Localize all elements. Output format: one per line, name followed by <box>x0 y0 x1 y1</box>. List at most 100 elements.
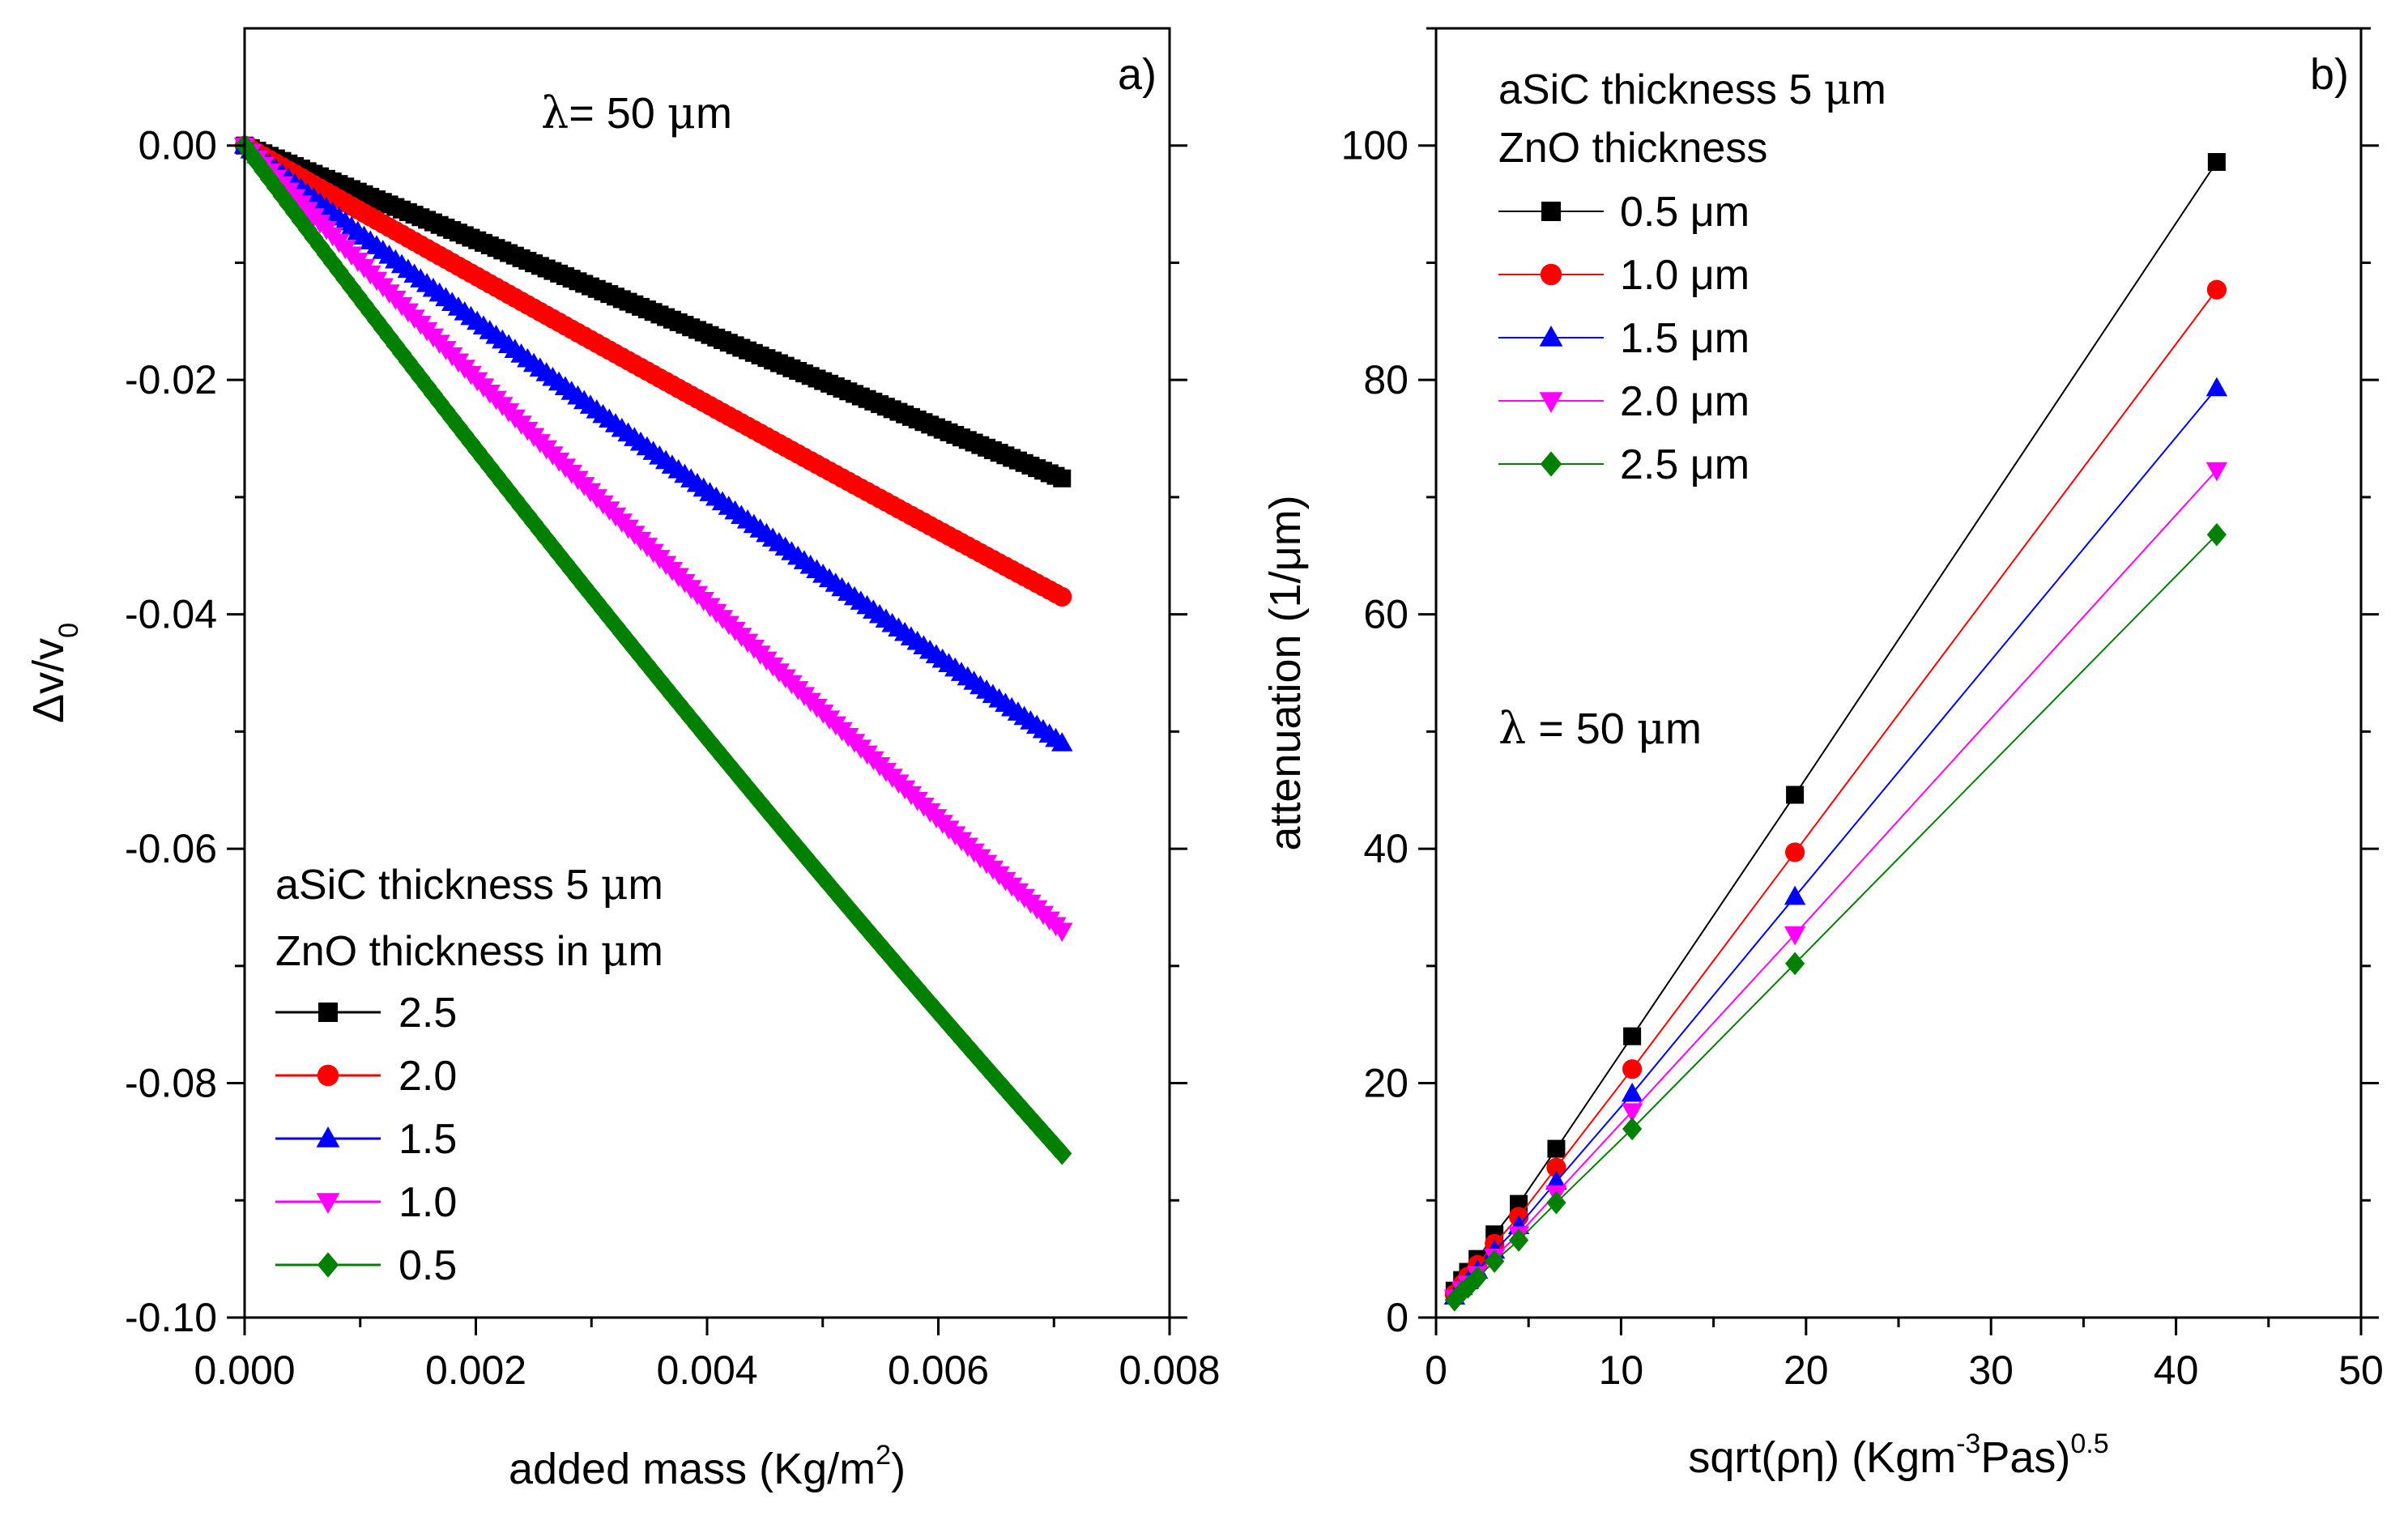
panel-a-data-point <box>737 775 758 799</box>
panel-a-data-point <box>876 939 896 964</box>
panel-a-data-point <box>599 606 620 630</box>
panel-b-x-tick-label: 30 <box>1968 1348 2014 1393</box>
panel-b-data-point <box>2206 279 2227 300</box>
panel-a-legend-marker <box>316 1193 340 1214</box>
panel-a-x-tick-label: 0.002 <box>425 1348 526 1393</box>
panel-b-y-tick-label: 40 <box>1363 826 1409 871</box>
panel-b-label: b) <box>2310 50 2349 99</box>
panel-a-ylabel-sub: 0 <box>53 623 84 638</box>
panel-a-legend-label: 1.0 <box>398 1179 457 1226</box>
panel-a-data-point <box>763 806 783 829</box>
panel-b-x-tick-label: 20 <box>1784 1348 1829 1393</box>
panel-a-data-point <box>492 471 513 495</box>
panel-a-legend-label: 1.5 <box>398 1116 457 1163</box>
panel-b-data-point <box>1546 1157 1566 1177</box>
panel-a-data-point <box>247 151 267 174</box>
panel-a-data-point <box>618 629 638 653</box>
panel-a-series-1.0 <box>233 137 1073 943</box>
panel-a-data-point <box>1002 1084 1022 1109</box>
panel-a-data-point <box>630 645 651 669</box>
panel-b-data-point <box>1545 1170 1567 1190</box>
panel-b-legend-marker <box>1540 451 1562 477</box>
panel-b-lambda-text: = 50 <box>1526 705 1637 753</box>
panel-a-legend-marker <box>318 1003 338 1022</box>
panel-a-ylabel-main: Δv/v <box>24 638 73 723</box>
panel-a-data-point <box>882 947 902 971</box>
panel-a-legend-title-2: ZnO thickness in μm <box>275 927 663 976</box>
panel-a-data-point <box>304 226 324 250</box>
panel-a-data-point <box>366 309 387 333</box>
panel-b-plot-area <box>1443 152 2228 1312</box>
panel-a-data-point <box>681 706 701 730</box>
panel-b-legend-mu: μ <box>1824 66 1852 114</box>
panel-a-axes: 0.000 0.002 0.004 0.006 0.008 0.00 -0.02 -0.04 -… <box>125 123 1221 1393</box>
panel-a-xlabel-sup: 2 <box>876 1440 891 1471</box>
panel-a-data-point <box>360 300 381 325</box>
panel-b-wavelength-annotation: λ = 50 μm <box>1498 703 1702 754</box>
panel-a-x-tick-label: 0.000 <box>194 1348 295 1393</box>
panel-a-data-point <box>1053 469 1072 488</box>
panel-b-legend-title-1b: m <box>1852 66 1886 113</box>
panel-b-xlabel-main: sqrt(ρη) (Kgm <box>1688 1433 1956 1482</box>
panel-a-data-point <box>310 234 330 258</box>
panel-a-data-point <box>712 745 733 769</box>
panel-a-x-axis-title: added mass (Kg/m2) <box>509 1440 906 1493</box>
panel-b-data-point <box>1623 1027 1642 1045</box>
panel-a-data-point <box>794 843 815 867</box>
panel-b-y-tick-label: 0 <box>1386 1295 1409 1340</box>
panel-a-data-point <box>1051 922 1073 943</box>
panel-b-legend-title-1: aSiC thickness 5 μm <box>1498 66 1886 114</box>
panel-b-data-point <box>2206 462 2228 482</box>
panel-a-data-point <box>454 423 475 447</box>
panel-a-xlabel-tail: ) <box>891 1445 906 1493</box>
panel-b-x-tick-label: 40 <box>2154 1348 2199 1393</box>
panel-a-legend-entries: 2.5 2.0 1.5 1.0 0.5 <box>275 990 457 1289</box>
panel-a-data-point <box>486 463 506 487</box>
panel-b-data-point <box>1622 1117 1643 1141</box>
panel-a-data-point <box>335 267 356 292</box>
panel-a-chart: 0.000 0.002 0.004 0.006 0.008 0.00 -0.02 -0.04 -… <box>24 27 1221 1493</box>
panel-b-legend-marker <box>1541 202 1561 221</box>
panel-b-data-point <box>2207 152 2226 171</box>
panel-b-legend-label: 2.5 μm <box>1620 441 1750 488</box>
panel-a-y-tick-label: -0.08 <box>125 1061 217 1106</box>
panel-a-legend-title-2b: m <box>629 928 663 975</box>
panel-a-data-point <box>291 209 311 233</box>
panel-a-data-point <box>656 675 676 700</box>
panel-a-series-0.5 <box>234 134 1072 1165</box>
panel-a-data-point <box>322 251 343 275</box>
panel-a-data-point <box>932 1006 953 1029</box>
panel-a-data-point <box>718 752 739 777</box>
panel-a-legend-title-1a: aSiC thickness 5 <box>275 862 601 909</box>
panel-b-data-point <box>2206 377 2228 397</box>
panel-b-x-tick-label: 0 <box>1425 1348 1447 1393</box>
panel-b-data-point <box>1547 1139 1566 1158</box>
panel-a-data-point <box>549 543 569 567</box>
panel-b-legend: aSiC thickness 5 μm ZnO thickness 0.5 μm… <box>1498 66 1886 488</box>
panel-a-data-point <box>1014 1099 1034 1123</box>
panel-a-data-point <box>586 590 607 614</box>
panel-b-series-2.5 μm <box>1444 522 2227 1312</box>
panel-a-label: a) <box>1118 50 1157 99</box>
panel-a-data-point <box>391 342 412 365</box>
panel-b-legend-entries: 0.5 μm 1.0 μm 1.5 μm 2.0 μm 2.5 μm <box>1498 189 1750 488</box>
panel-b-data-point <box>1786 786 1805 804</box>
panel-a-data-point <box>561 559 582 582</box>
panel-a-data-point <box>725 760 745 784</box>
panel-a-legend-label: 2.0 <box>398 1053 457 1100</box>
panel-a-data-point <box>436 398 456 423</box>
panel-a-lambda-mu: μ <box>667 87 696 138</box>
panel-a-data-point <box>505 487 525 511</box>
panel-a-data-point <box>1052 586 1072 607</box>
panel-b-legend-label: 0.5 μm <box>1620 189 1750 236</box>
panel-a-data-point <box>386 334 406 357</box>
panel-a-legend-title-1b: m <box>629 862 663 909</box>
panel-b-legend-marker <box>1539 326 1563 347</box>
panel-b-lambda-unit: m <box>1665 705 1702 753</box>
panel-a-data-point <box>448 415 469 439</box>
panel-a-legend-marker <box>316 1126 340 1147</box>
panel-b-lambda-symbol: λ <box>1498 703 1526 754</box>
panel-a-y-axis-title: Δv/v0 <box>24 623 84 723</box>
